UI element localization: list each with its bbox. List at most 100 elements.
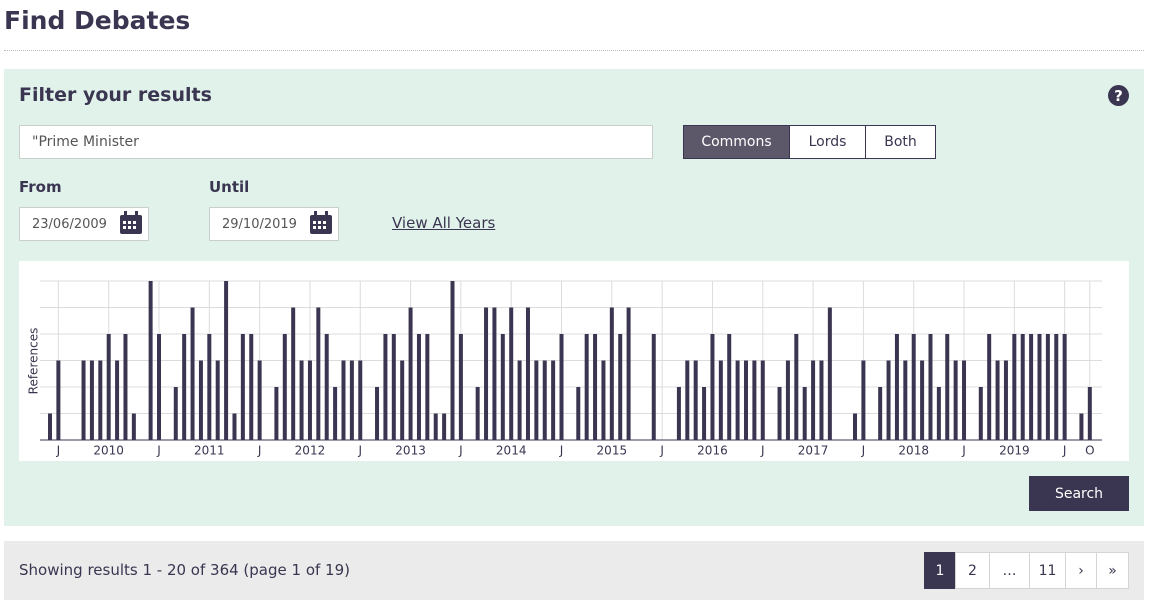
bar: [702, 387, 707, 440]
bar: [190, 307, 195, 440]
bar: [735, 360, 740, 440]
bar: [215, 360, 220, 440]
bar: [81, 360, 86, 440]
x-tick-label: J: [659, 444, 664, 458]
bar: [207, 334, 212, 440]
house-button[interactable]: Both: [865, 125, 936, 159]
x-tick-label: J: [156, 444, 161, 458]
chart: References J 2010 J 2011 J 2012 J 2013 J 2014 J 201…: [19, 261, 1129, 461]
x-tick-label: J: [559, 444, 564, 458]
bar: [307, 360, 312, 440]
bar: [542, 360, 547, 440]
bar: [693, 360, 698, 440]
bar: [710, 334, 715, 440]
x-tick-label: 2014: [496, 444, 527, 458]
bar: [1003, 360, 1008, 440]
bar: [1020, 334, 1025, 440]
bar: [827, 307, 832, 440]
bar: [953, 360, 958, 440]
bar: [182, 334, 187, 440]
bar: [894, 334, 899, 440]
bar: [559, 334, 564, 440]
bar: [299, 360, 304, 440]
bar: [475, 387, 480, 440]
bar: [651, 334, 656, 440]
bar: [274, 387, 279, 440]
page-button[interactable]: »: [1096, 552, 1129, 589]
search-button[interactable]: Search: [1029, 476, 1129, 511]
bar: [920, 360, 925, 440]
bar: [47, 413, 52, 440]
house-toggle: Commons Lords Both: [683, 125, 936, 159]
bar: [886, 360, 891, 440]
page-title: Find Debates: [4, 6, 191, 35]
bar: [240, 334, 245, 440]
bar: [89, 360, 94, 440]
house-button[interactable]: Lords: [789, 125, 866, 159]
bar: [106, 334, 111, 440]
bar: [1079, 413, 1084, 440]
bar: [148, 281, 153, 440]
bar: [391, 334, 396, 440]
y-axis-label: References: [27, 328, 41, 395]
divider: [4, 50, 1144, 51]
bar: [794, 334, 799, 440]
x-tick-label: 2019: [999, 444, 1030, 458]
bar: [743, 360, 748, 440]
bar: [861, 360, 866, 440]
search-input[interactable]: "Prime Minister: [19, 125, 653, 159]
bar: [157, 334, 162, 440]
x-tick-label: 2018: [898, 444, 929, 458]
bar: [383, 334, 388, 440]
page-button[interactable]: …: [989, 552, 1030, 589]
bar: [1029, 334, 1034, 440]
bar: [551, 360, 556, 440]
bar: [375, 387, 380, 440]
bar: [442, 413, 447, 440]
bar: [400, 360, 405, 440]
bar: [878, 387, 883, 440]
bar: [509, 307, 514, 440]
bar: [853, 413, 858, 440]
bar: [291, 307, 296, 440]
bar: [1037, 334, 1042, 440]
view-all-years-link[interactable]: View All Years: [392, 214, 496, 232]
bar: [433, 413, 438, 440]
calendar-icon[interactable]: [309, 211, 333, 235]
page-button[interactable]: 2: [955, 552, 990, 589]
page-button[interactable]: ›: [1065, 552, 1097, 589]
until-date[interactable]: 29/10/2019: [209, 207, 339, 241]
bar: [928, 334, 933, 440]
bar: [593, 334, 598, 440]
bar: [777, 387, 782, 440]
x-tick-label: 2011: [194, 444, 225, 458]
bar: [609, 307, 614, 440]
bar: [115, 360, 120, 440]
bar: [123, 334, 128, 440]
x-tick-label: 2015: [597, 444, 628, 458]
bar: [198, 360, 203, 440]
bar: [752, 360, 757, 440]
bar: [676, 387, 681, 440]
bar: [1054, 334, 1059, 440]
calendar-icon[interactable]: [119, 211, 143, 235]
house-button[interactable]: Commons: [683, 125, 790, 159]
page-button[interactable]: 11: [1029, 552, 1066, 589]
x-tick-label: O: [1085, 444, 1094, 458]
bar: [349, 360, 354, 440]
bar: [316, 307, 321, 440]
results-summary: Showing results 1 - 20 of 364 (page 1 of…: [19, 561, 350, 579]
bar: [173, 387, 178, 440]
bar: [718, 360, 723, 440]
help-icon[interactable]: ?: [1108, 85, 1129, 106]
x-tick-label: J: [1062, 444, 1067, 458]
bar: [978, 387, 983, 440]
bar: [618, 334, 623, 440]
bar: [1012, 334, 1017, 440]
x-tick-label: J: [56, 444, 61, 458]
bar: [517, 360, 522, 440]
until-label: Until: [209, 178, 250, 196]
bar: [987, 334, 992, 440]
page-button[interactable]: 1: [924, 552, 956, 589]
